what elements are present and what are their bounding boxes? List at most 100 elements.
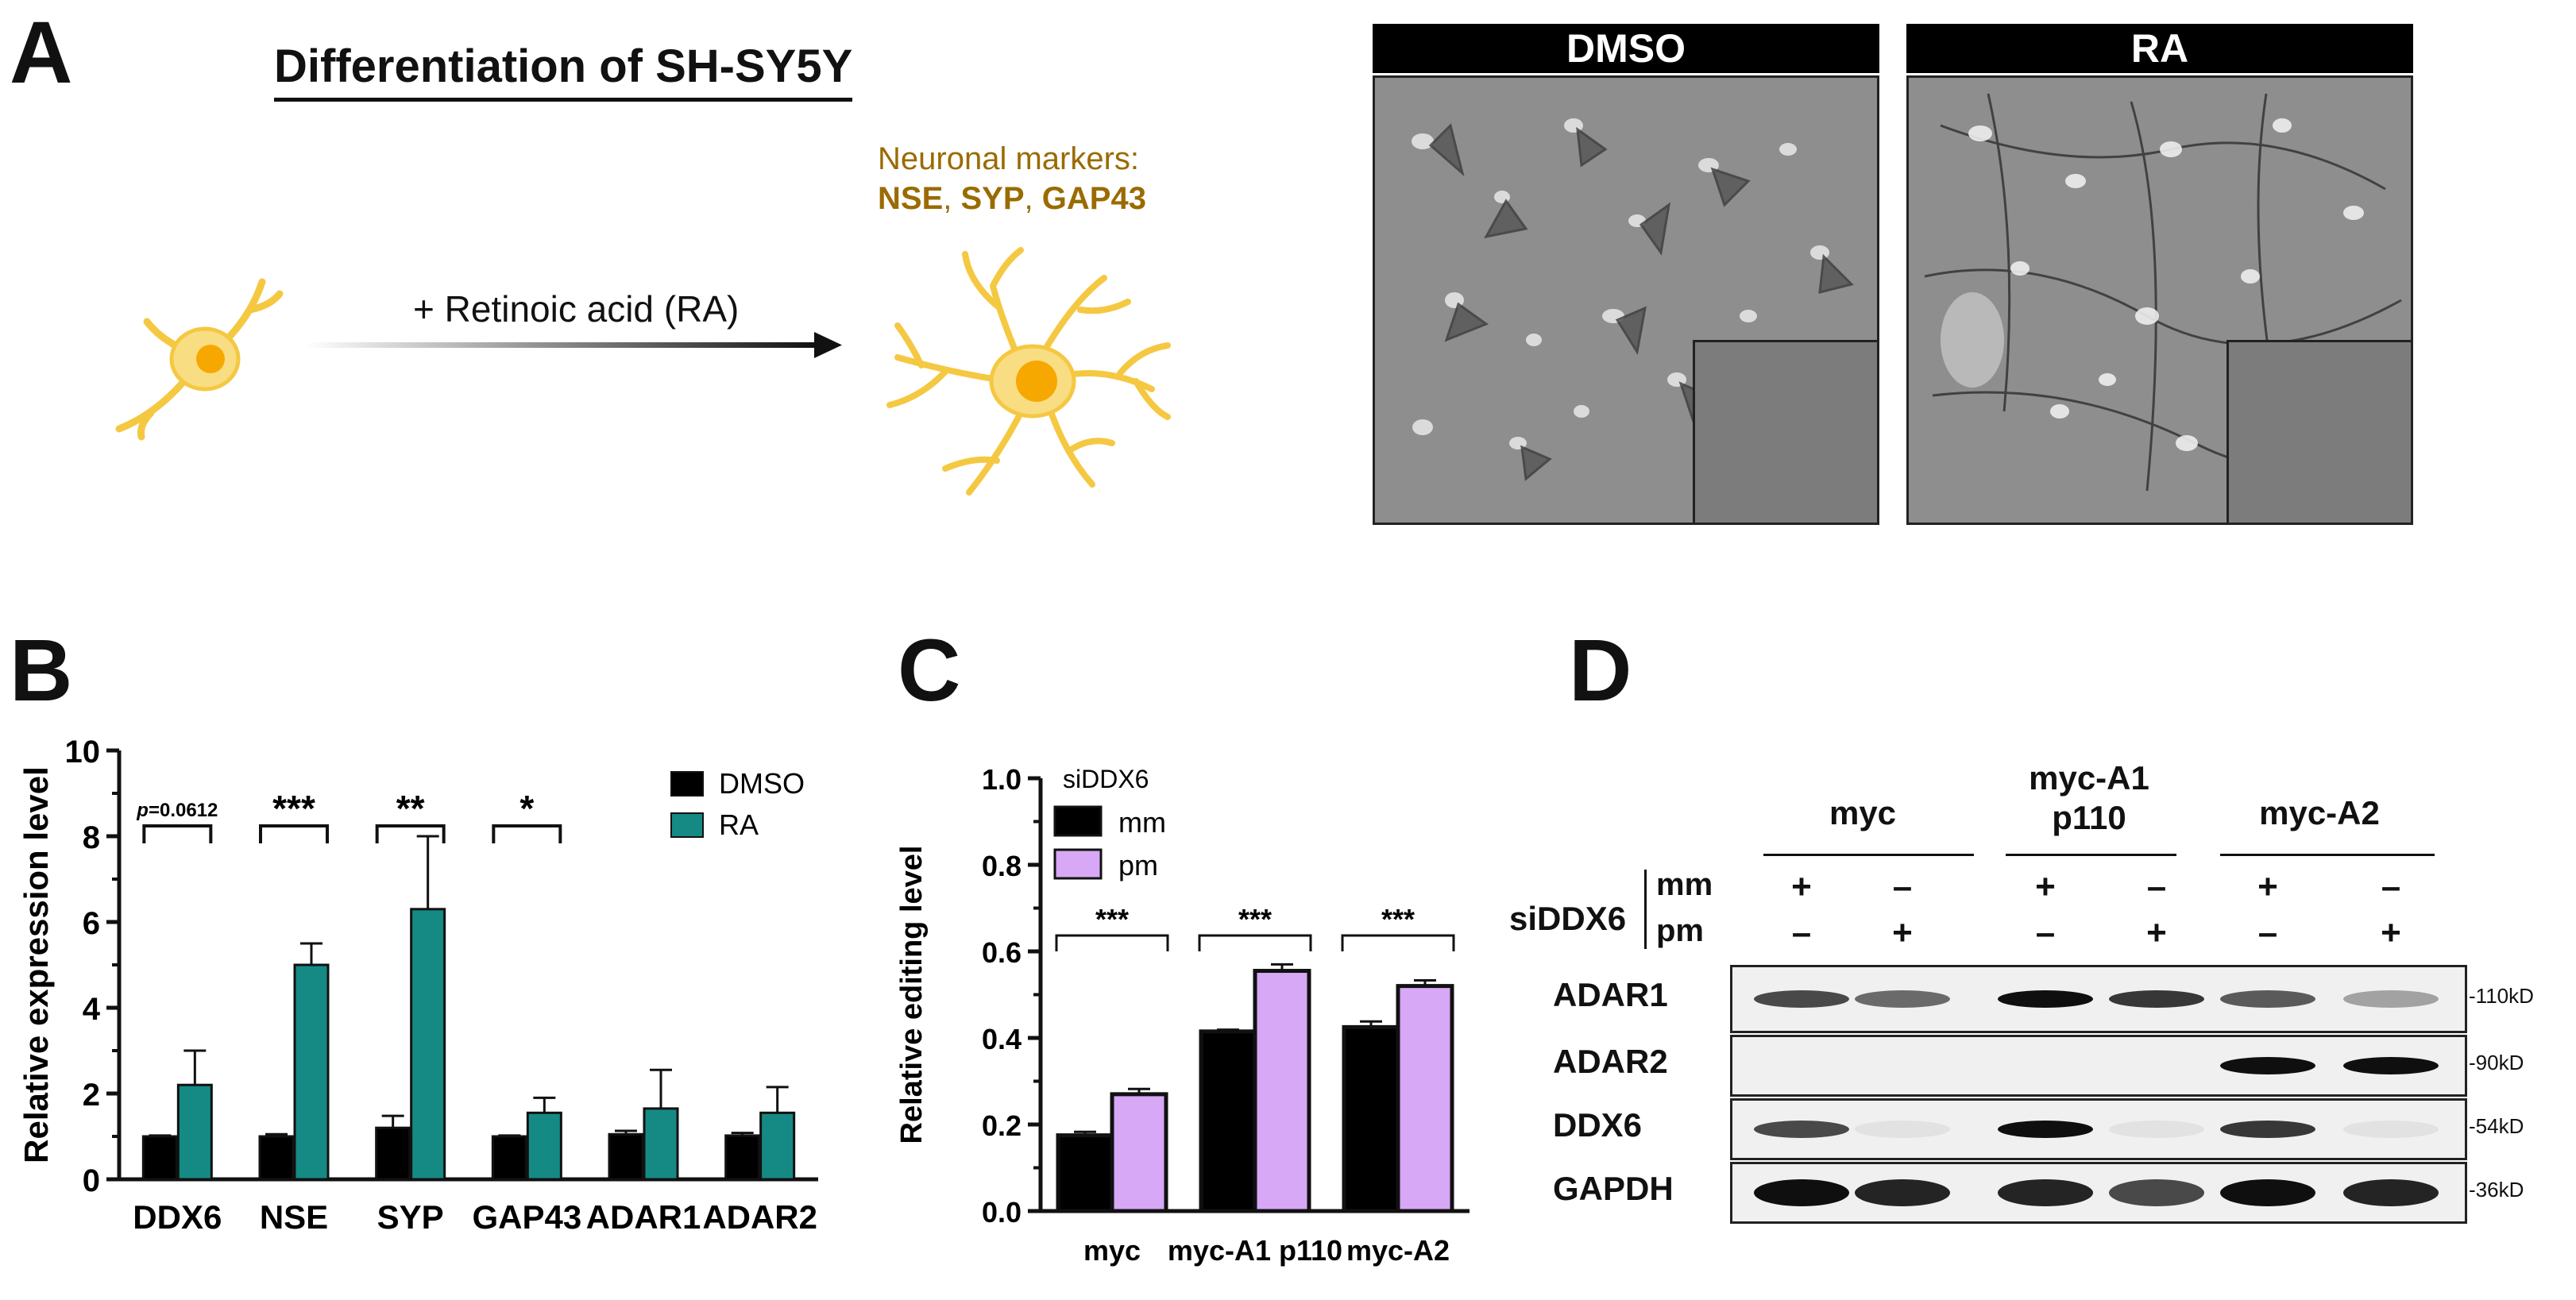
x-tick-label: SYP (377, 1198, 444, 1236)
bar-ra-ddx6 (176, 1083, 213, 1181)
significance-bracket (1198, 934, 1312, 951)
panel-label-a: A (10, 4, 73, 102)
mm-row-label: mm (1656, 867, 1713, 902)
y-tick-label: 0.4 (982, 1023, 1022, 1055)
bar-pm-myc-a1-p110 (1253, 969, 1311, 1213)
micrograph-ra-header: RA (1906, 24, 2413, 73)
band-adar1-lane-5 (2220, 990, 2315, 1008)
y-tick-label: 0.0 (982, 1196, 1022, 1229)
bar-mm-myc (1056, 1133, 1114, 1213)
band-gapdh-lane-2 (1855, 1179, 1950, 1206)
treatment-arrow-icon (306, 332, 842, 358)
marker-sep-1: , (943, 181, 961, 216)
pm-sign-lane-5: – (2257, 913, 2278, 952)
y-tick-label: 0.8 (982, 850, 1022, 882)
pm-row-label: pm (1656, 913, 1704, 948)
blot-label-adar2: ADAR2 (1553, 1043, 1668, 1080)
band-gapdh-lane-4 (2109, 1179, 2204, 1206)
marker-sep-2: , (1024, 181, 1042, 216)
legend-swatch-mm (1053, 805, 1103, 837)
significance-bracket (259, 824, 329, 843)
pm-sign-lane-4: + (2146, 913, 2167, 952)
x-tick-label: ADAR2 (702, 1198, 817, 1236)
kd-marker-ddx6: -54kD (2469, 1114, 2524, 1138)
significance-label: ** (396, 788, 425, 829)
bar-pm-myc-a2 (1396, 984, 1454, 1213)
bar-ra-syp (410, 908, 446, 1181)
y-tick-label: 4 (83, 992, 101, 1027)
micrograph-dmso-header: DMSO (1373, 24, 1879, 73)
bar-dmso-gap43 (491, 1135, 527, 1181)
legend-swatch-pm (1053, 848, 1103, 880)
pm-sign-lane-2: + (1892, 913, 1913, 952)
bar-dmso-adar2 (724, 1134, 761, 1181)
band-adar1-lane-4 (2109, 990, 2204, 1008)
blot-label-adar1: ADAR1 (1553, 976, 1668, 1013)
y-tick-label: 0.6 (982, 936, 1022, 969)
panel-label-d: D (1569, 622, 1632, 719)
significance-bracket (375, 824, 446, 843)
bar-dmso-adar1 (608, 1132, 644, 1181)
legend-swatch-ra (670, 812, 704, 838)
band-gapdh-lane-3 (1998, 1179, 2093, 1206)
bar-ra-nse (293, 963, 330, 1181)
kd-marker-adar2: -90kD (2469, 1051, 2524, 1074)
group-label-myc-a1-p110: myc-A1 p110 (2029, 759, 2149, 836)
significance-bracket (142, 824, 213, 843)
marker-gap43: GAP43 (1041, 181, 1146, 216)
x-tick-label: myc (1083, 1234, 1141, 1267)
y-tick-label: 10 (65, 735, 101, 770)
significance-label: *** (1238, 903, 1272, 935)
band-ddx6-lane-6 (2343, 1121, 2439, 1138)
blot-label-gapdh: GAPDH (1553, 1170, 1674, 1207)
editing-bar-chart: 0.0 0.2 0.4 0.6 0.8 1.0 Relative editing level… (895, 763, 1470, 1267)
y-tick-label: 0.2 (982, 1109, 1022, 1142)
significance-bracket (492, 824, 562, 843)
y-tick-label: 8 (83, 820, 100, 855)
undifferentiated-cell-icon (115, 278, 284, 441)
treatment-arrow-label: + Retinoic acid (RA) (413, 288, 740, 330)
band-gapdh-lane-5 (2220, 1179, 2315, 1206)
legend-label-mm: mm (1118, 806, 1166, 839)
panel-label-b: B (10, 622, 73, 719)
bar-mm-myc-a1-p110 (1199, 1029, 1257, 1213)
micrograph-dmso-inset (1693, 340, 1877, 523)
y-axis-label: Relative editing level (895, 846, 929, 1144)
bar-ra-adar1 (643, 1107, 679, 1181)
pm-sign-lane-6: + (2381, 913, 2401, 952)
x-tick-label: DDX6 (133, 1198, 222, 1236)
mm-sign-lane-5: + (2257, 867, 2278, 906)
panel-a-title: Differentiation of SH-SY5Y (274, 40, 853, 102)
x-tick-label: ADAR1 (586, 1198, 701, 1236)
mm-sign-lane-3: + (2035, 867, 2056, 906)
mm-sign-lane-4: – (2146, 867, 2167, 906)
y-tick-label: 1.0 (982, 763, 1022, 796)
y-axis-label: Relative expression level (17, 766, 55, 1163)
x-tick-label: GAP43 (472, 1198, 581, 1236)
band-ddx6-lane-5 (2220, 1121, 2315, 1138)
kd-marker-adar1: -110kD (2469, 984, 2534, 1008)
bar-dmso-nse (258, 1135, 295, 1181)
micrograph-ra-texture (1924, 93, 2402, 492)
band-adar2-lane-5 (2220, 1057, 2315, 1074)
significance-label: *** (272, 788, 315, 829)
legend-label-pm: pm (1118, 849, 1158, 881)
band-adar2-lane-6 (2343, 1057, 2439, 1074)
significance-label: *** (1095, 903, 1129, 935)
blot-label-ddx6: DDX6 (1553, 1106, 1643, 1144)
significance-label: * (519, 788, 534, 829)
band-adar1-lane-6 (2343, 990, 2439, 1008)
band-adar1-lane-1 (1754, 990, 1849, 1008)
legend-label-ra: RA (719, 808, 759, 841)
panel-label-c: C (898, 622, 961, 719)
bar-ra-adar2 (759, 1111, 796, 1181)
marker-syp: SYP (960, 181, 1025, 216)
bar-dmso-ddx6 (141, 1135, 178, 1181)
bar-pm-myc (1110, 1092, 1168, 1213)
differentiated-neuron-icon (886, 247, 1171, 496)
pm-sign-lane-1: – (1791, 913, 1812, 952)
bar-mm-myc-a2 (1342, 1024, 1400, 1213)
sirna-label: siDDX6 (1509, 900, 1627, 937)
expression-bar-chart: 0 2 4 6 8 10 Relative expression level DDX6 p=0.… (17, 735, 818, 1236)
group-line-myc (1763, 854, 1974, 856)
